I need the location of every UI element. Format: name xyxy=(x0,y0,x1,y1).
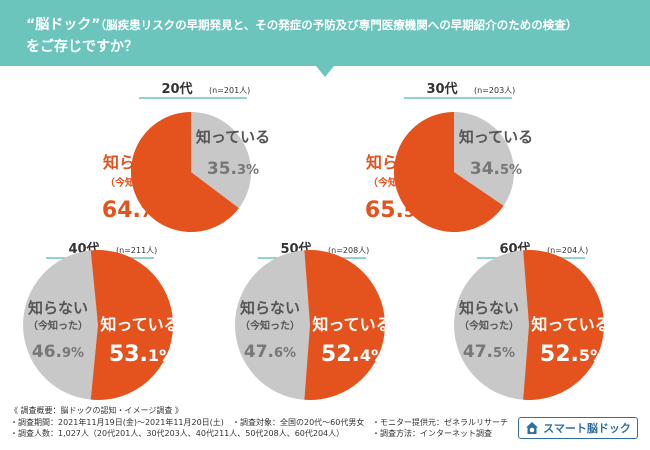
pie-slice-know-30s xyxy=(454,112,514,206)
pie-label-dontknow-50s: 知らない xyxy=(240,299,300,317)
pie-value-dontknow-30s: 65.5% xyxy=(365,198,431,223)
pie-slice-dontknow-60s xyxy=(453,250,529,400)
pie-value-dontknow-20s-dec: 7% xyxy=(141,202,168,221)
brand-logo-text: スマート脳ドック xyxy=(543,422,631,435)
pie-value-know-60s: 52.5% xyxy=(540,342,606,367)
survey-title: 《 調査概要：脳ドックの認知・イメージ調査 》 xyxy=(10,406,183,415)
survey-method: ・調査方法：インターネット調査 xyxy=(372,429,492,438)
pie-value-dontknow-30s-int: 65. xyxy=(365,198,404,223)
pie-slice-dontknow-20s xyxy=(131,112,239,232)
pie-value-know-50s-dec: 4% xyxy=(360,346,387,365)
pie-label-know-20s: 知っている xyxy=(196,128,270,146)
pie-value-know-20s-int: 35. xyxy=(207,159,237,179)
pie-value-dontknow-20s-int: 64. xyxy=(102,198,141,223)
pie-value-dontknow-40s-int: 46. xyxy=(32,342,62,362)
pie-slice-dontknow-50s xyxy=(234,250,310,400)
pie-value-know-40s-int: 53. xyxy=(109,342,148,367)
pie-sublabel-dontknow-20s: （今知った） xyxy=(105,176,165,189)
pie-label-dontknow-60s: 知らない xyxy=(459,299,519,317)
pie-sublabel-dontknow-60s: （今知った） xyxy=(459,319,519,332)
pie-label-know-40s: 知っている xyxy=(100,315,179,334)
pie-value-dontknow-60s-int: 47. xyxy=(463,342,493,362)
pie-n-20s: (n=201人) xyxy=(209,86,250,95)
pie-n-30s: (n=203人) xyxy=(474,86,515,95)
question-line-1: “脳ドック”（脳疾患リスクの早期発見と、その発症の予防及び専門医療機関への早期紹… xyxy=(26,14,577,34)
header-pointer xyxy=(316,66,334,77)
pie-value-know-20s-dec: 3% xyxy=(237,163,259,178)
pie-slice-know-20s xyxy=(191,112,252,209)
pie-n-40s: (n=211人) xyxy=(116,246,157,255)
survey-count: ・調査人数：1,027人（20代201人、30代203人、40代211人、50代… xyxy=(10,429,345,438)
survey-provider: ・モニター提供元：ゼネラルリサーチ xyxy=(372,417,508,427)
survey-period: ・調査期間：2021年11月19日(金)〜2021年11月20日(土) xyxy=(10,417,224,427)
pie-value-know-30s-int: 34. xyxy=(470,159,500,179)
pie-label-know-30s: 知っている xyxy=(459,128,533,146)
pie-value-know-50s: 52.4% xyxy=(321,342,387,367)
brand-logo: スマート脳ドック xyxy=(518,417,638,439)
question-line-2: をご存じですか？ xyxy=(26,39,138,55)
pie-value-dontknow-60s: 47.5% xyxy=(463,342,515,362)
pie-value-know-40s: 53.1% xyxy=(109,342,175,367)
pie-value-know-40s-dec: 1% xyxy=(148,346,175,365)
pie-value-dontknow-50s-dec: 6% xyxy=(274,346,296,361)
pie-label-dontknow-20s: 知らない xyxy=(103,153,167,172)
pie-value-dontknow-50s-int: 47. xyxy=(244,342,274,362)
pie-value-dontknow-40s: 46.9% xyxy=(32,342,84,362)
pie-label-know-50s: 知っている xyxy=(312,315,391,334)
home-icon xyxy=(526,422,539,434)
pie-value-know-50s-int: 52. xyxy=(321,342,360,367)
survey-target: ・調査対象：全国の20代〜60代男女 xyxy=(232,417,365,427)
pie-label-dontknow-30s: 知らない xyxy=(366,153,430,172)
pie-value-dontknow-60s-dec: 5% xyxy=(493,346,515,361)
pie-value-know-60s-dec: 5% xyxy=(579,346,606,365)
header-banner xyxy=(0,0,650,66)
pie-value-know-20s: 35.3% xyxy=(207,159,259,179)
pie-value-dontknow-30s-dec: 5% xyxy=(404,202,431,221)
pie-slice-dontknow-40s xyxy=(23,250,99,400)
pie-label-know-60s: 知っている xyxy=(531,315,610,334)
pie-title-30s: 30代 xyxy=(426,81,457,97)
pie-value-dontknow-40s-dec: 9% xyxy=(62,346,84,361)
question-note: （脳疾患リスクの早期発見と、その発症の予防及び専門医療機関への早期紹介のための検… xyxy=(100,18,578,32)
pie-value-know-30s: 34.5% xyxy=(470,159,522,179)
pie-value-dontknow-50s: 47.6% xyxy=(244,342,296,362)
pie-sublabel-dontknow-30s: （今知った） xyxy=(368,176,428,189)
survey-overview: 《 調査概要：脳ドックの認知・イメージ調査 》 ・調査期間：2021年11月19… xyxy=(10,405,510,440)
pie-title-20s: 20代 xyxy=(161,81,192,97)
pie-label-dontknow-40s: 知らない xyxy=(28,299,88,317)
pie-slice-know-60s xyxy=(523,249,604,400)
pie-slice-dontknow-30s xyxy=(393,112,504,233)
pie-sublabel-dontknow-50s: （今知った） xyxy=(240,319,300,332)
pie-value-know-30s-dec: 5% xyxy=(500,163,522,178)
pie-value-dontknow-20s: 64.7% xyxy=(102,198,168,223)
pie-sublabel-dontknow-40s: （今知った） xyxy=(28,319,88,332)
pie-n-50s: (n=208人) xyxy=(328,246,369,255)
pie-slice-know-50s xyxy=(304,250,385,400)
question-main: “脳ドック” xyxy=(26,17,101,33)
pie-value-know-60s-int: 52. xyxy=(540,342,579,367)
pie-n-60s: (n=204人) xyxy=(547,246,588,255)
pie-slice-know-40s xyxy=(90,250,174,401)
